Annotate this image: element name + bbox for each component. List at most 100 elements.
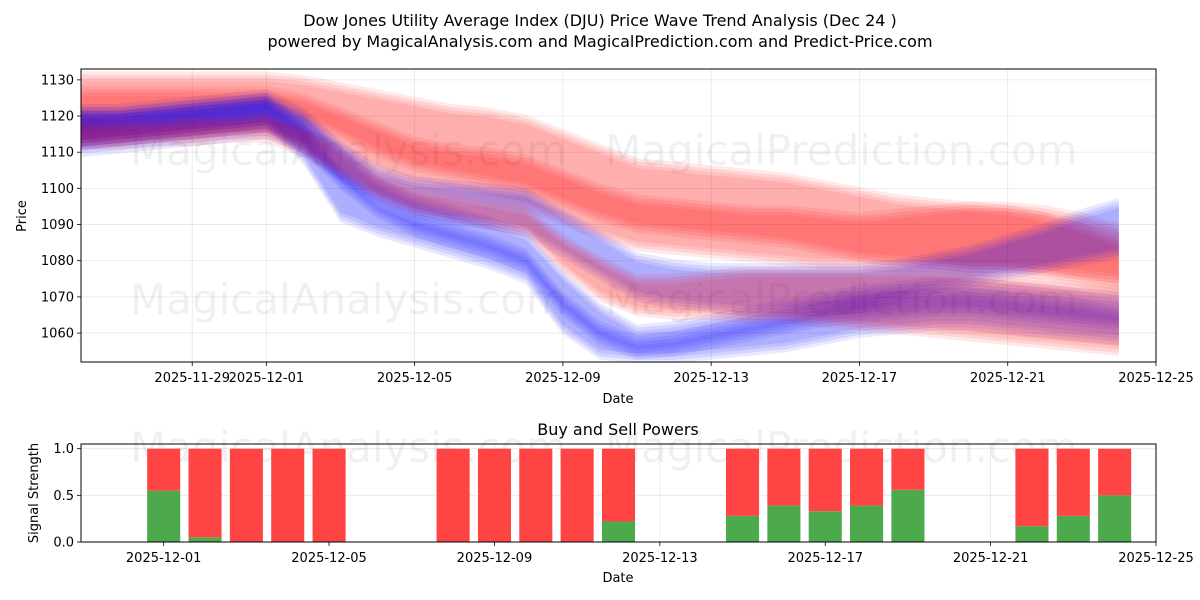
wave-band-blue [81, 89, 1119, 317]
wave-band-red [81, 111, 1119, 356]
wave-band-blue [81, 96, 1119, 360]
buy-bar [601, 521, 636, 542]
price-y-tick-label: 1120 [41, 110, 74, 125]
wave-band-blue [81, 93, 1119, 364]
price-y-ticks: 1060 1070 1080 1090 1100 1110 1120 1130 [41, 73, 81, 342]
chart-subtitle: powered by MagicalAnalysis.com and Magic… [267, 32, 932, 51]
watermark: MagicalPrediction.com [605, 126, 1078, 175]
sell-bar [477, 448, 511, 542]
sell-bar [1015, 448, 1049, 527]
wave-band-red [81, 95, 1119, 285]
wave-band-red [81, 89, 1119, 292]
sell-bar [229, 448, 263, 542]
watermark: MagicalPrediction.com [605, 275, 1078, 324]
buy-bar [850, 505, 884, 542]
wave-band-blue [81, 99, 1119, 307]
price-y-tick-label: 1100 [41, 182, 74, 197]
price-x-axis-label: Date [602, 392, 633, 407]
watermark: MagicalAnalysis.com [130, 126, 567, 175]
wave-band-red [81, 114, 1119, 353]
wave-band-blue [81, 99, 1119, 357]
price-y-tick-label: 1110 [41, 146, 74, 161]
buy-bar [1098, 495, 1132, 542]
wave-band-red [81, 120, 1119, 347]
signal-y-ticks: 0.0 0.5 1.0 [53, 442, 81, 551]
price-axes-frame [80, 68, 1157, 363]
buy-bar [891, 489, 925, 542]
wave-band-red [81, 71, 1119, 284]
signal-y-axis-label: Signal Strength [27, 443, 42, 543]
wave-band-blue [81, 106, 1119, 350]
price-x-tick-label: 2025-12-01 [229, 371, 305, 386]
price-y-tick-label: 1080 [41, 254, 74, 269]
price-y-tick-label: 1070 [41, 290, 74, 305]
sell-bar [519, 448, 553, 542]
price-x-tick-label: 2025-12-25 [1118, 371, 1194, 386]
price-grid [81, 69, 1157, 362]
sell-bar [271, 448, 305, 542]
signal-x-tick-label: 2025-12-09 [457, 551, 533, 566]
sell-bar [891, 448, 925, 490]
price-y-tick-label: 1090 [41, 218, 74, 233]
signal-x-tick-label: 2025-12-21 [953, 551, 1029, 566]
price-bands [81, 71, 1119, 364]
price-x-tick-label: 2025-12-17 [822, 371, 898, 386]
signal-bars [147, 448, 1132, 542]
buy-bar [1056, 515, 1090, 542]
signal-title: Buy and Sell Powers [537, 420, 699, 439]
wave-band-red [81, 74, 1119, 281]
buy-bar [188, 537, 222, 542]
signal-watermarks: MagicalAnalysis.com MagicalPrediction.com [130, 423, 1078, 472]
price-watermarks: MagicalAnalysis.com MagicalPrediction.com… [130, 126, 1078, 324]
price-x-tick-label: 2025-12-21 [970, 371, 1046, 386]
wave-band-blue [81, 92, 1119, 313]
sell-bar [808, 448, 842, 512]
sell-bar [560, 448, 594, 542]
buy-bar [147, 490, 181, 542]
wave-band-red [81, 85, 1119, 295]
sell-bar [767, 448, 801, 506]
signal-x-tick-label: 2025-12-01 [126, 551, 202, 566]
sell-bar [147, 448, 181, 491]
signal-panel: Buy and Sell Powers MagicalAnalysis.com M… [27, 420, 1194, 586]
price-y-tick-label: 1060 [41, 327, 74, 342]
sell-bar [850, 448, 884, 506]
price-y-tick-label: 1130 [41, 73, 74, 88]
wave-band-red [81, 81, 1119, 274]
buy-bar [767, 505, 801, 542]
signal-x-tick-label: 2025-12-13 [622, 551, 698, 566]
sell-bar [188, 448, 222, 538]
signal-y-tick-label: 0.0 [53, 536, 74, 551]
signal-x-ticks: 2025-12-01 2025-12-05 2025-12-09 2025-12-13… [126, 542, 1194, 566]
price-x-tick-label: 2025-12-09 [525, 371, 601, 386]
signal-x-tick-label: 2025-12-17 [787, 551, 863, 566]
wave-band-red [81, 77, 1119, 278]
buy-bar [726, 515, 760, 542]
sell-bar [601, 448, 636, 522]
sell-bar [1056, 448, 1090, 516]
price-panel: MagicalAnalysis.com MagicalPrediction.com… [15, 68, 1194, 407]
sell-bar [1098, 448, 1132, 496]
price-x-tick-label: 2025-12-13 [673, 371, 749, 386]
wave-band-blue [81, 96, 1119, 361]
signal-x-tick-label: 2025-12-05 [291, 551, 367, 566]
wave-band-red [81, 117, 1119, 350]
price-x-tick-label: 2025-12-05 [377, 371, 453, 386]
sell-bar [436, 448, 470, 542]
wave-band-red [81, 92, 1119, 288]
price-x-tick-label: 2025-11-29 [154, 371, 230, 386]
wave-band-blue [81, 103, 1119, 354]
buy-bar [1015, 526, 1049, 542]
sell-bar [312, 448, 346, 542]
signal-x-axis-label: Date [602, 571, 633, 586]
price-y-axis-label: Price [15, 200, 30, 232]
sell-bar [726, 448, 760, 516]
signal-axes-frame [80, 443, 1157, 543]
wave-band-blue [81, 99, 1119, 357]
chart-title: Dow Jones Utility Average Index (DJU) Pr… [303, 11, 897, 30]
wave-band-blue [81, 95, 1119, 310]
buy-bar [808, 511, 842, 542]
signal-y-tick-label: 0.5 [53, 489, 74, 504]
